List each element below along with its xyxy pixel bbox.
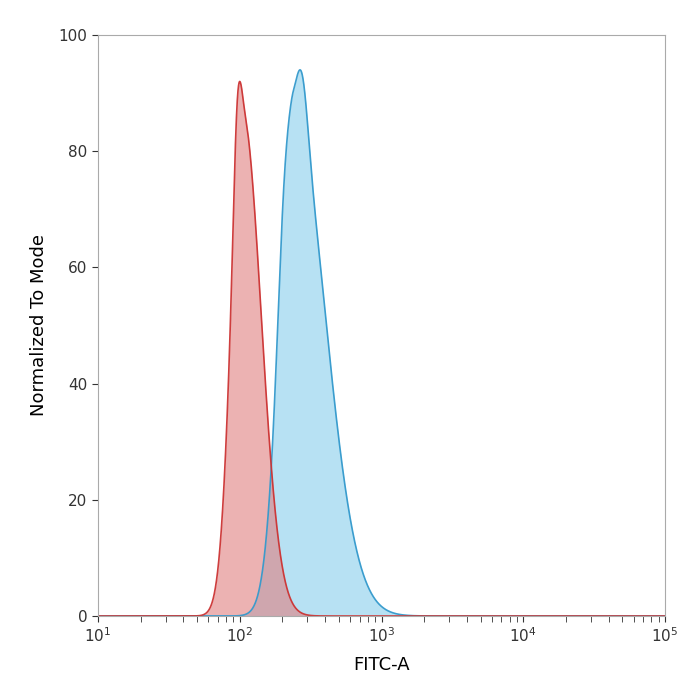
X-axis label: FITC-A: FITC-A — [354, 656, 410, 674]
Y-axis label: Normalized To Mode: Normalized To Mode — [29, 234, 48, 416]
